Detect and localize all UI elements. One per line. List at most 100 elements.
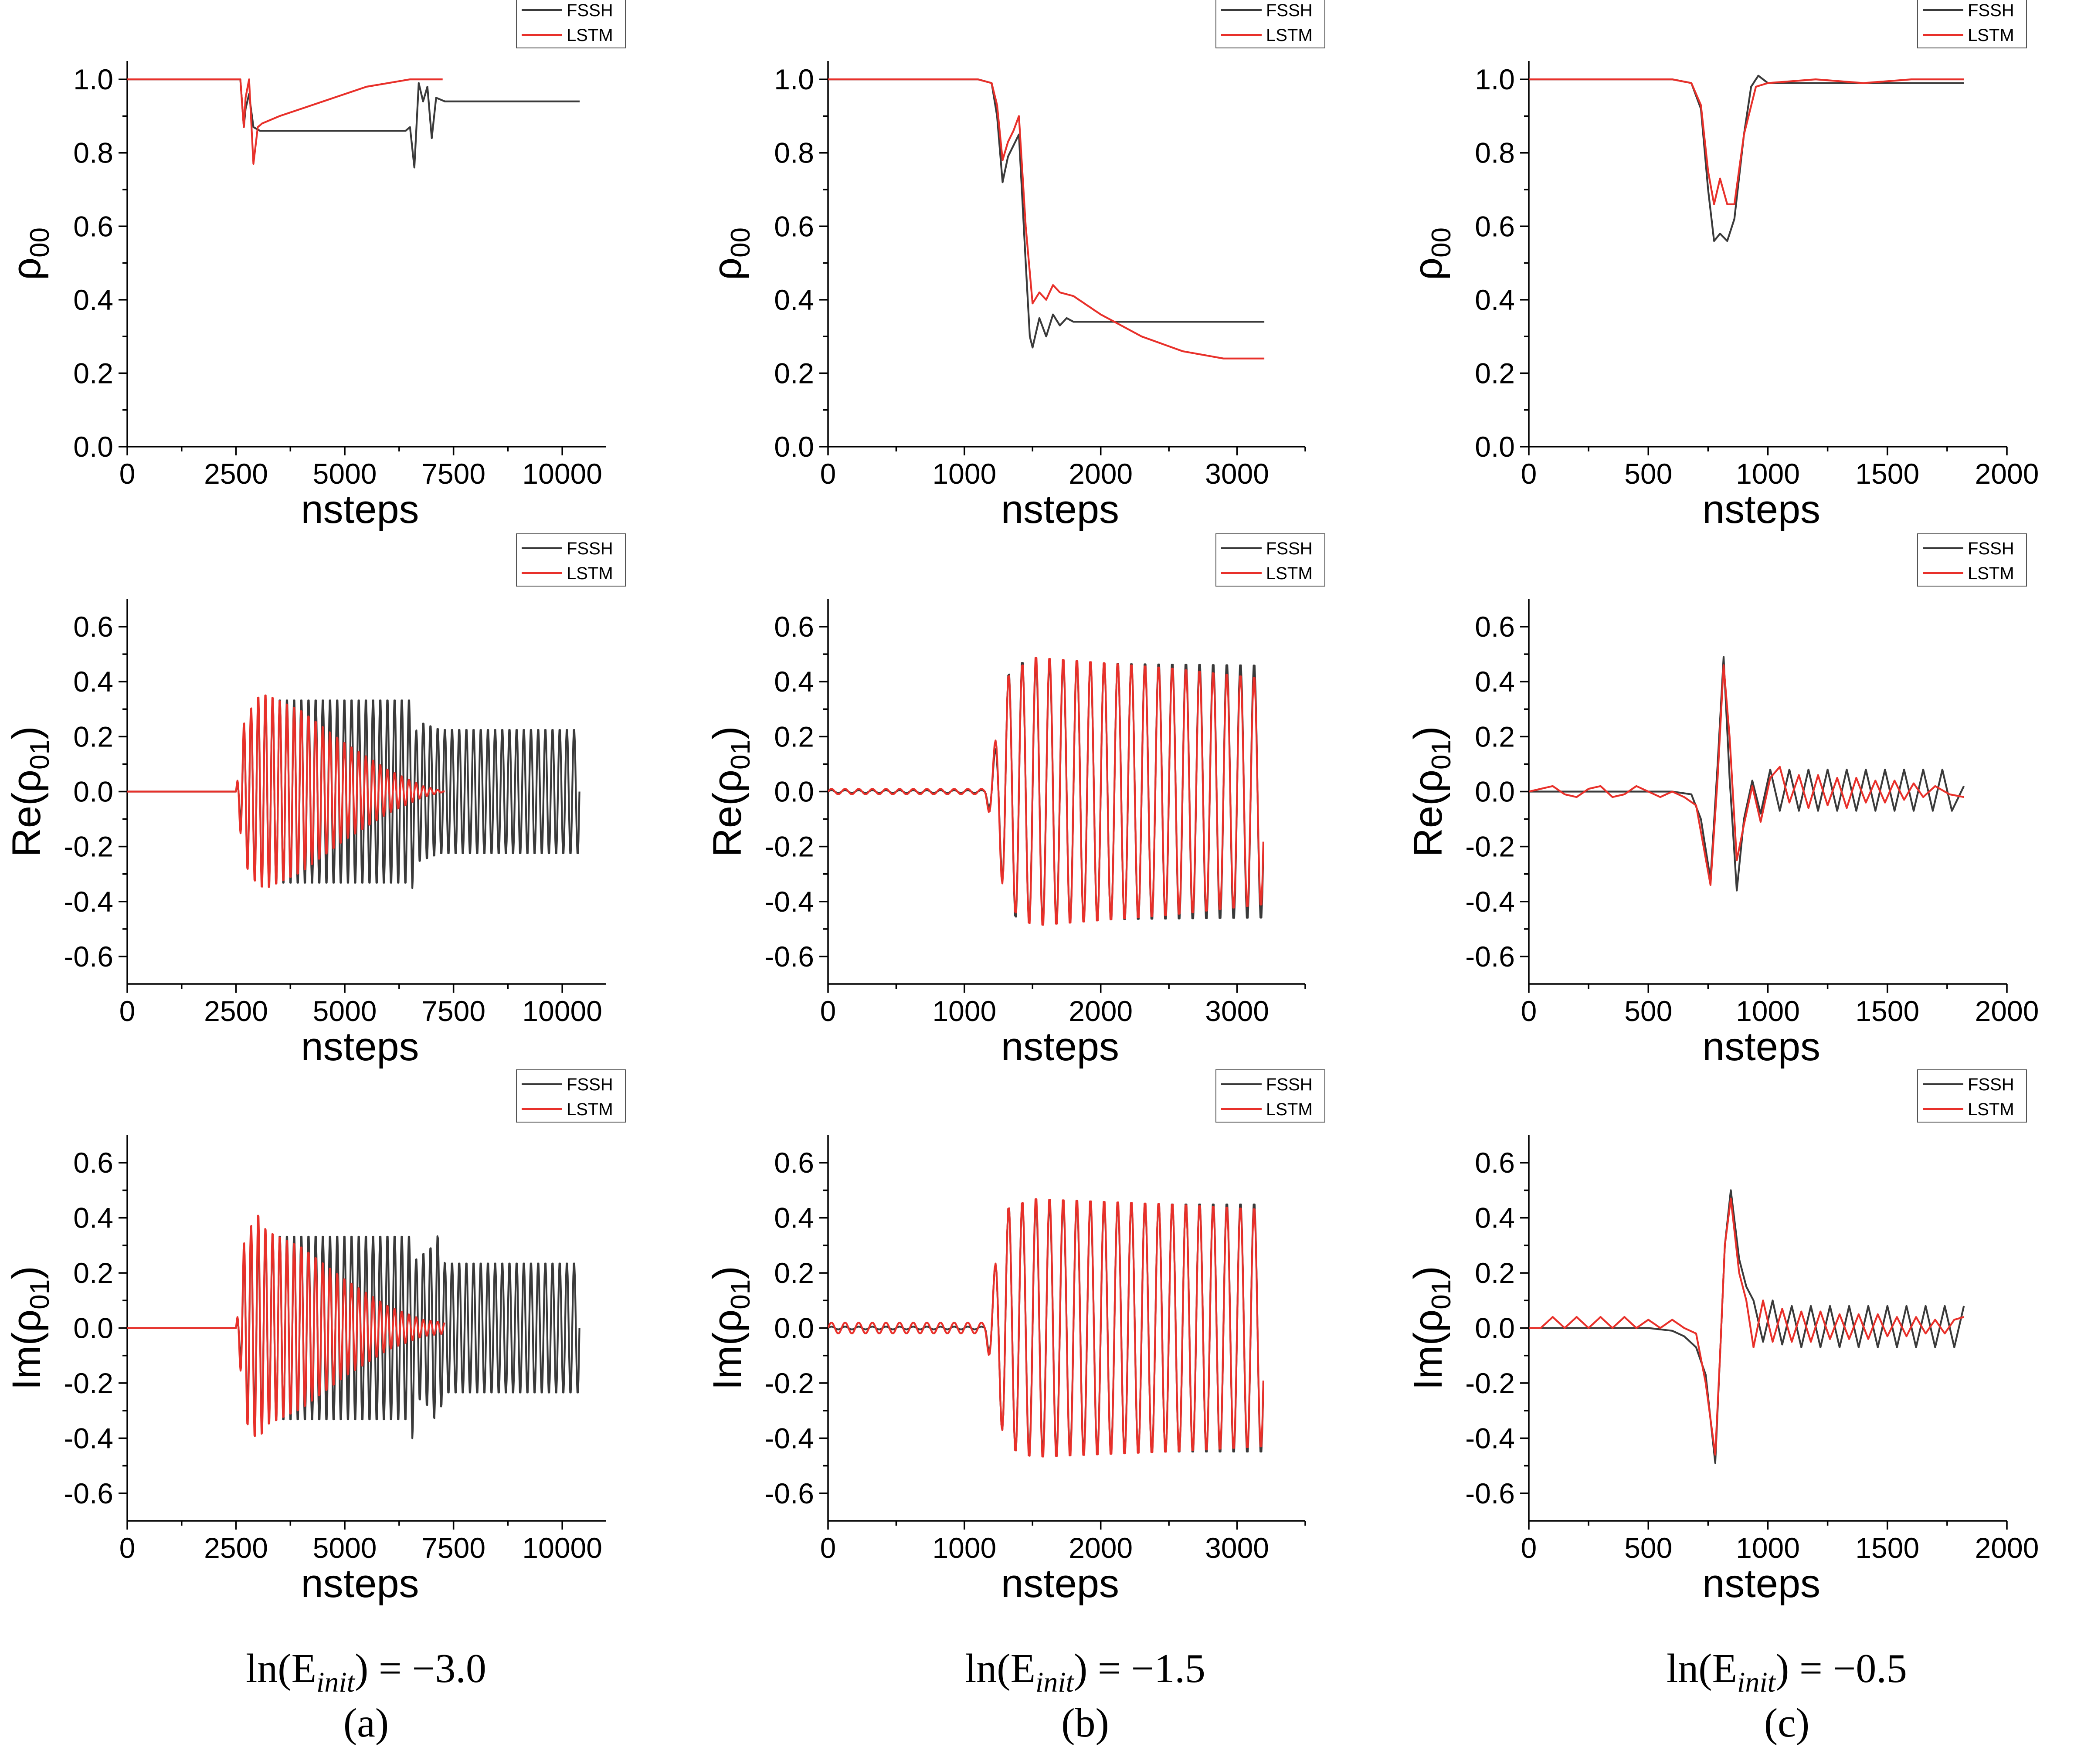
y-tick-label: 0.2: [73, 357, 113, 389]
y-axis-label: Re(ρ01): [705, 726, 756, 857]
x-axis-label: nsteps: [301, 1024, 419, 1069]
y-tick-label: -0.6: [64, 1477, 113, 1510]
x-tick-label: 0: [820, 995, 836, 1027]
y-tick-label: 0.0: [73, 1312, 113, 1344]
y-tick-label: 0.0: [73, 431, 113, 463]
series-line-lstm: [1529, 78, 1964, 205]
legend-box: [1917, 0, 2027, 48]
x-tick-label: 2500: [204, 995, 268, 1027]
chart-panel-a3: 0 2500 5000 7500 10000 -0.6 -0.4 -0.2 0.0 0.2 0.4 0…: [4, 1069, 626, 1606]
y-tick-label: 0.2: [774, 357, 814, 389]
y-tick-label: -0.4: [764, 1422, 814, 1454]
caption-equation: ln(Einit) = −0.5: [1667, 1646, 1907, 1698]
y-tick-label: 0.2: [1475, 357, 1515, 389]
y-tick-label: 0.0: [774, 776, 814, 808]
y-tick-label: 0.4: [1475, 665, 1515, 698]
y-axis-label: Im(ρ01): [705, 1266, 756, 1390]
x-tick-label: 2000: [1069, 995, 1133, 1027]
legend: FSSH LSTM: [1917, 1069, 2027, 1123]
x-tick-label: 0: [820, 458, 836, 490]
y-tick-label: 0.4: [1475, 1202, 1515, 1234]
chart-panel-c1: 0 500 1000 1500 2000 0.0 0.2 0.4 0.6 0.8 1.0 nsteps…: [1406, 0, 2039, 532]
y-tick-label: -0.6: [1465, 940, 1515, 973]
x-tick-label: 1500: [1855, 995, 1919, 1027]
y-tick-label: 0.4: [73, 284, 113, 316]
x-tick-label: 5000: [313, 458, 377, 490]
x-tick-label: 10000: [522, 995, 602, 1027]
y-tick-label: 0.0: [774, 431, 814, 463]
x-tick-label: 1000: [932, 995, 996, 1027]
caption-equation: ln(Einit) = −1.5: [965, 1646, 1205, 1698]
y-tick-label: -0.4: [64, 1422, 113, 1454]
plots-layer: 0 2500 5000 7500 100000.00.20.40.60.81.0nste…: [4, 0, 2039, 1606]
column-caption-b: ln(Einit) = −1.5(b): [965, 1646, 1205, 1746]
x-tick-label: 1500: [1855, 1532, 1919, 1564]
y-tick-label: 0.0: [774, 1312, 814, 1344]
legend-label-lstm: LSTM: [1968, 564, 2014, 583]
y-tick-label: 0.8: [1475, 137, 1515, 169]
y-tick-label: 0.8: [774, 137, 814, 169]
y-tick-label: 0.2: [774, 720, 814, 753]
legend: FSSH LSTM: [516, 533, 626, 587]
y-tick-label: 0.6: [1475, 611, 1515, 643]
y-tick-label: 0.8: [73, 137, 113, 169]
chart-panel-a2: 0 2500 5000 7500 10000 -0.6 -0.4 -0.2 0.0 0.2 0.4 0…: [4, 533, 626, 1069]
caption-label: (a): [343, 1700, 389, 1746]
legend: FSSH LSTM: [516, 0, 626, 48]
series-line-fssh: [1529, 75, 1964, 242]
y-tick-label: 0.2: [73, 720, 113, 753]
y-tick-label: 0.4: [73, 665, 113, 698]
x-tick-label: 1500: [1855, 458, 1919, 490]
legend: FSSH LSTM: [1215, 533, 1325, 587]
x-tick-label: 0: [1521, 995, 1537, 1027]
x-tick-label: 3000: [1205, 995, 1269, 1027]
y-axis-label: ρ00: [1406, 227, 1456, 280]
x-tick-label: 500: [1624, 1532, 1672, 1564]
x-tick-label: 0: [1521, 1532, 1537, 1564]
legend: FSSH LSTM: [1917, 533, 2027, 587]
chart-panel-b2: 0 1000 2000 3000 -0.6 -0.4 -0.2 0.0 0.2 0.4 0.6 nst…: [705, 533, 1325, 1069]
legend-label-lstm: LSTM: [567, 1100, 613, 1119]
x-tick-label: 1000: [1736, 458, 1800, 490]
y-tick-label: 1.0: [774, 63, 814, 95]
y-tick-label: 0.4: [774, 1202, 814, 1234]
y-tick-label: 0.4: [73, 1202, 113, 1234]
y-tick-label: -0.4: [1465, 1422, 1515, 1454]
legend-label-lstm: LSTM: [1266, 564, 1313, 583]
chart-panel-b3: 0 1000 2000 3000 -0.6 -0.4 -0.2 0.0 0.2 0.4 0.6 nst…: [705, 1069, 1325, 1606]
x-tick-label: 2000: [1975, 995, 2039, 1027]
legend-box: [1917, 533, 2027, 587]
y-axis-label: ρ00: [4, 227, 55, 280]
y-tick-label: -0.4: [764, 885, 814, 918]
x-axis-label: nsteps: [1702, 1561, 1820, 1606]
y-tick-label: 0.2: [774, 1257, 814, 1289]
x-tick-label: 500: [1624, 995, 1672, 1027]
y-tick-label: 0.2: [73, 1257, 113, 1289]
column-caption-a: ln(Einit) = −3.0(a): [246, 1646, 486, 1746]
legend-label-fssh: FSSH: [567, 1075, 613, 1094]
y-tick-label: 0.4: [774, 665, 814, 698]
caption-label: (c): [1764, 1700, 1809, 1746]
y-tick-label: 0.0: [1475, 1312, 1515, 1344]
x-axis-label: nsteps: [1001, 1024, 1119, 1069]
x-tick-label: 5000: [313, 1532, 377, 1564]
series-line-lstm: [828, 657, 1264, 926]
x-tick-label: 3000: [1205, 458, 1269, 490]
x-tick-label: 1000: [1736, 1532, 1800, 1564]
chart-panel-c2: 0 500 1000 1500 2000 -0.6 -0.4 -0.2 0.0 0.2 0.4 0.6…: [1406, 533, 2039, 1069]
x-tick-label: 0: [119, 1532, 136, 1564]
y-tick-label: 0.2: [1475, 720, 1515, 753]
x-axis-label: nsteps: [1001, 1561, 1119, 1606]
y-tick-label: -0.2: [64, 831, 113, 863]
y-tick-label: -0.6: [764, 940, 814, 973]
x-axis-label: nsteps: [1702, 487, 1820, 532]
x-tick-label: 5000: [313, 995, 377, 1027]
y-tick-label: -0.4: [1465, 885, 1515, 918]
x-tick-label: 2500: [204, 458, 268, 490]
legend-box: [1215, 533, 1325, 587]
x-axis-label: nsteps: [301, 487, 419, 532]
legend-label-lstm: LSTM: [1266, 1100, 1313, 1119]
y-tick-label: 0.6: [774, 1147, 814, 1179]
x-tick-label: 0: [820, 1532, 836, 1564]
